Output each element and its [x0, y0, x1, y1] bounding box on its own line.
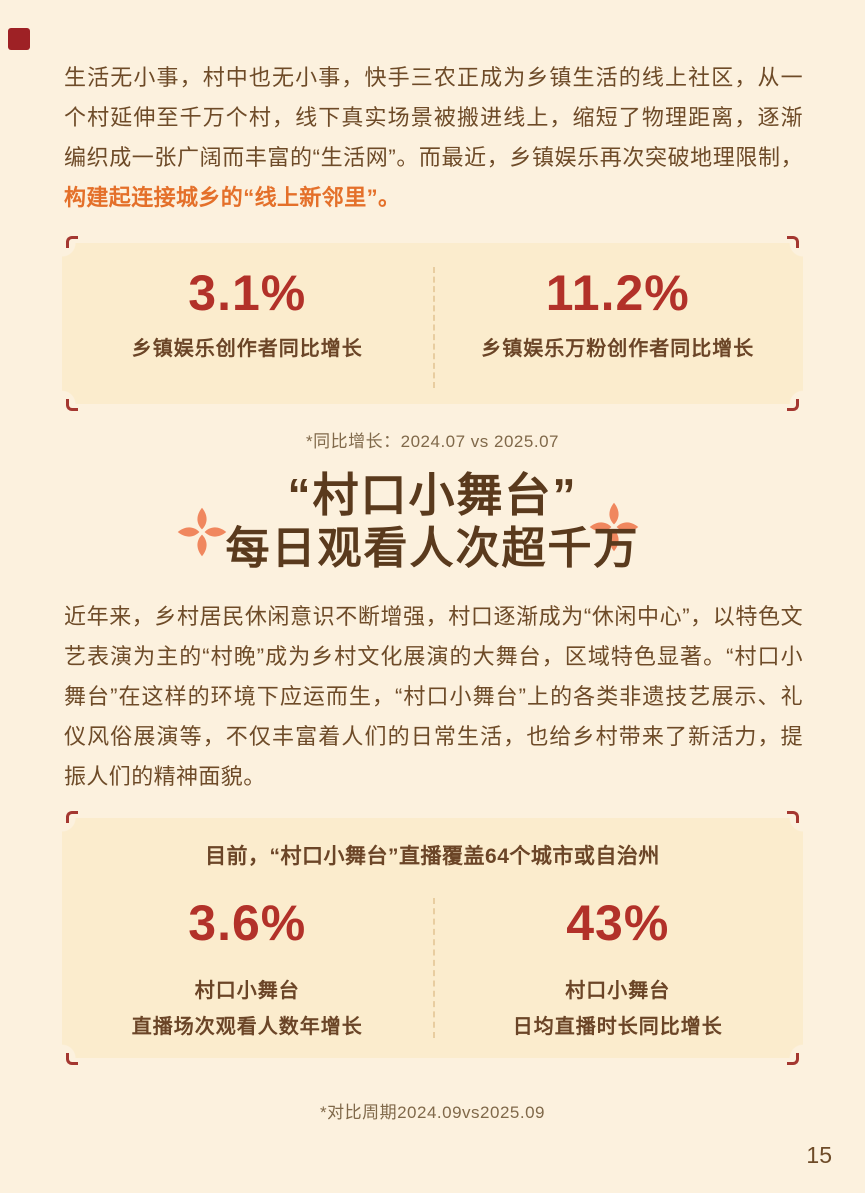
stat-cell: 3.6% 村口小舞台 直播场次观看人数年增长: [62, 872, 433, 1045]
section-title: “村口小舞台” 每日观看人次超千万: [0, 468, 865, 576]
card-heading: 目前，“村口小舞台”直播覆盖64个城市或自治州: [205, 845, 660, 868]
stat-value: 3.6%: [188, 895, 307, 951]
corner-bracket-icon: [787, 236, 799, 248]
stat-label-line2: 直播场次观看人数年增长: [131, 1016, 363, 1038]
intro-paragraph: 生活无小事，村中也无小事，快手三农正成为乡镇生活的线上社区，从一个村延伸至千万个…: [64, 58, 803, 218]
corner-bracket-icon: [787, 1053, 799, 1065]
stat-label-line2: 日均直播时长同比增长: [512, 1016, 723, 1038]
intro-highlight-text: 构建起连接城乡的“线上新邻里”。: [64, 185, 401, 210]
footnote-yoy-period: *同比增长：2024.07 vs 2025.07: [306, 432, 559, 451]
corner-bracket-icon: [66, 236, 78, 248]
stat-label-line1: 村口小舞台: [194, 980, 300, 1002]
card-divider: [432, 267, 435, 388]
flower-icon: [589, 502, 639, 552]
stat-cell: 11.2% 乡镇娱乐万粉创作者同比增长: [433, 243, 804, 367]
section-title-line2: 每日观看人次超千万: [225, 524, 640, 573]
flower-icon: [177, 507, 227, 557]
brand-logo-mark: [8, 28, 30, 50]
corner-bracket-icon: [66, 811, 78, 823]
stats-card-stage: 目前，“村口小舞台”直播覆盖64个城市或自治州 3.6% 村口小舞台 直播场次观…: [62, 811, 804, 1065]
corner-bracket-icon: [787, 399, 799, 411]
intro-text: 生活无小事，村中也无小事，快手三农正成为乡镇生活的线上社区，从一个村延伸至千万个…: [64, 65, 803, 170]
stat-label: 乡镇娱乐创作者同比增长: [131, 338, 363, 360]
corner-bracket-icon: [66, 399, 78, 411]
section-title-line1: “村口小舞台”: [287, 469, 578, 521]
stat-label: 村口小舞台 日均直播时长同比增长: [433, 973, 804, 1045]
stat-value: 3.1%: [188, 265, 307, 321]
card-divider: [432, 898, 435, 1038]
stat-label: 乡镇娱乐万粉创作者同比增长: [481, 338, 755, 360]
stat-value: 11.2%: [545, 265, 690, 321]
stat-label: 村口小舞台 直播场次观看人数年增长: [62, 973, 433, 1045]
stat-cell: 3.1% 乡镇娱乐创作者同比增长: [62, 243, 433, 367]
stats-card-creators: 3.1% 乡镇娱乐创作者同比增长 11.2% 乡镇娱乐万粉创作者同比增长: [62, 236, 804, 411]
body-paragraph: 近年来，乡村居民休闲意识不断增强，村口逐渐成为“休闲中心”，以特色文艺表演为主的…: [64, 604, 803, 789]
stat-label-line1: 村口小舞台: [565, 980, 671, 1002]
corner-bracket-icon: [66, 1053, 78, 1065]
page-number: 15: [806, 1142, 832, 1168]
stat-cell: 43% 村口小舞台 日均直播时长同比增长: [433, 872, 804, 1045]
corner-bracket-icon: [787, 811, 799, 823]
stat-value: 43%: [566, 895, 670, 951]
footnote-compare-period: *对比周期2024.09vs2025.09: [319, 1103, 546, 1122]
